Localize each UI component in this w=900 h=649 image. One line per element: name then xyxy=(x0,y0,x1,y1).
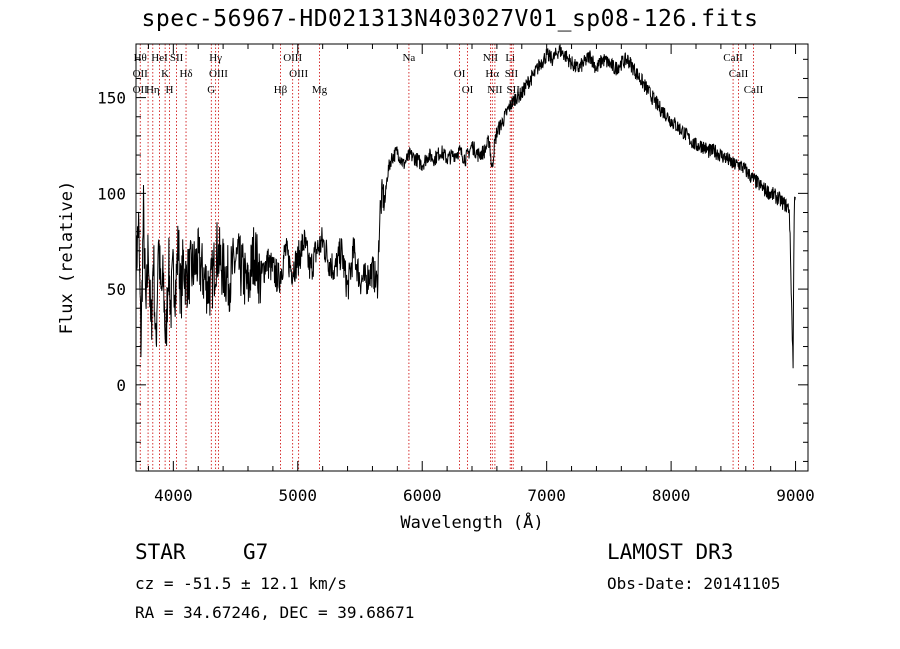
x-axis-label: Wavelength (Å) xyxy=(400,511,543,533)
spectral-line-label: Hθ xyxy=(134,52,147,64)
spectral-line-label: Mg xyxy=(312,84,328,96)
spectral-line-label: OIII xyxy=(209,68,228,80)
spectral-line-label: Hα xyxy=(485,68,499,80)
spectral-line-label: OIII xyxy=(289,68,308,80)
spectral-line-label: HeI xyxy=(151,52,168,64)
x-tick-label: 6000 xyxy=(403,486,442,505)
spectral-line-label: Hβ xyxy=(274,84,288,96)
spectral-line-label: SII xyxy=(506,84,520,96)
spectral-line-label: SII xyxy=(505,68,519,80)
spectral-class: G7 xyxy=(243,540,269,564)
spectral-line-label: Hδ xyxy=(179,68,192,80)
spectral-line-label: H xyxy=(165,84,173,96)
y-axis-label: Flux (relative) xyxy=(57,181,77,335)
x-tick-label: 5000 xyxy=(279,486,318,505)
spectral-line-label: NII xyxy=(483,52,499,64)
y-tick-label: 150 xyxy=(97,89,126,108)
spectral-line-label: NII xyxy=(487,84,503,96)
spectrum-line xyxy=(135,44,796,369)
spectral-line-label: G xyxy=(207,84,215,96)
spectral-line-label: Hγ xyxy=(209,52,222,64)
x-tick-label: 4000 xyxy=(154,486,193,505)
y-tick-label: 50 xyxy=(107,280,126,299)
spectral-line-label: OI xyxy=(462,84,474,96)
spectral-line-label: Na xyxy=(402,52,415,64)
obs-date: Obs-Date: 20141105 xyxy=(607,574,781,593)
chart-title: spec-56967-HD021313N403027V01_sp08-126.f… xyxy=(141,6,759,32)
spectral-line-label: OI xyxy=(454,68,466,80)
survey-label: LAMOST DR3 xyxy=(607,540,734,564)
spectral-line-label: CaII xyxy=(723,52,743,64)
spectral-line-label: CaII xyxy=(744,84,764,96)
x-tick-label: 8000 xyxy=(652,486,691,505)
spectral-line-label: Li xyxy=(505,52,515,64)
redshift-text: cz = -51.5 ± 12.1 km/s xyxy=(135,574,347,593)
spectral-line-label: SII xyxy=(170,52,184,64)
coordinates: RA = 34.67246, DEC = 39.68671 xyxy=(135,603,415,622)
x-tick-label: 7000 xyxy=(527,486,566,505)
x-tick-label: 9000 xyxy=(776,486,815,505)
y-tick-label: 0 xyxy=(116,376,126,395)
y-tick-label: 100 xyxy=(97,184,126,203)
spectral-line-label: OIII xyxy=(283,52,302,64)
spectral-line-label: Hη xyxy=(146,84,160,96)
spectral-line-label: K xyxy=(161,68,169,80)
spectral-line-label: CaII xyxy=(729,68,749,80)
object-type: STAR xyxy=(135,540,186,564)
plot-frame xyxy=(135,43,809,472)
